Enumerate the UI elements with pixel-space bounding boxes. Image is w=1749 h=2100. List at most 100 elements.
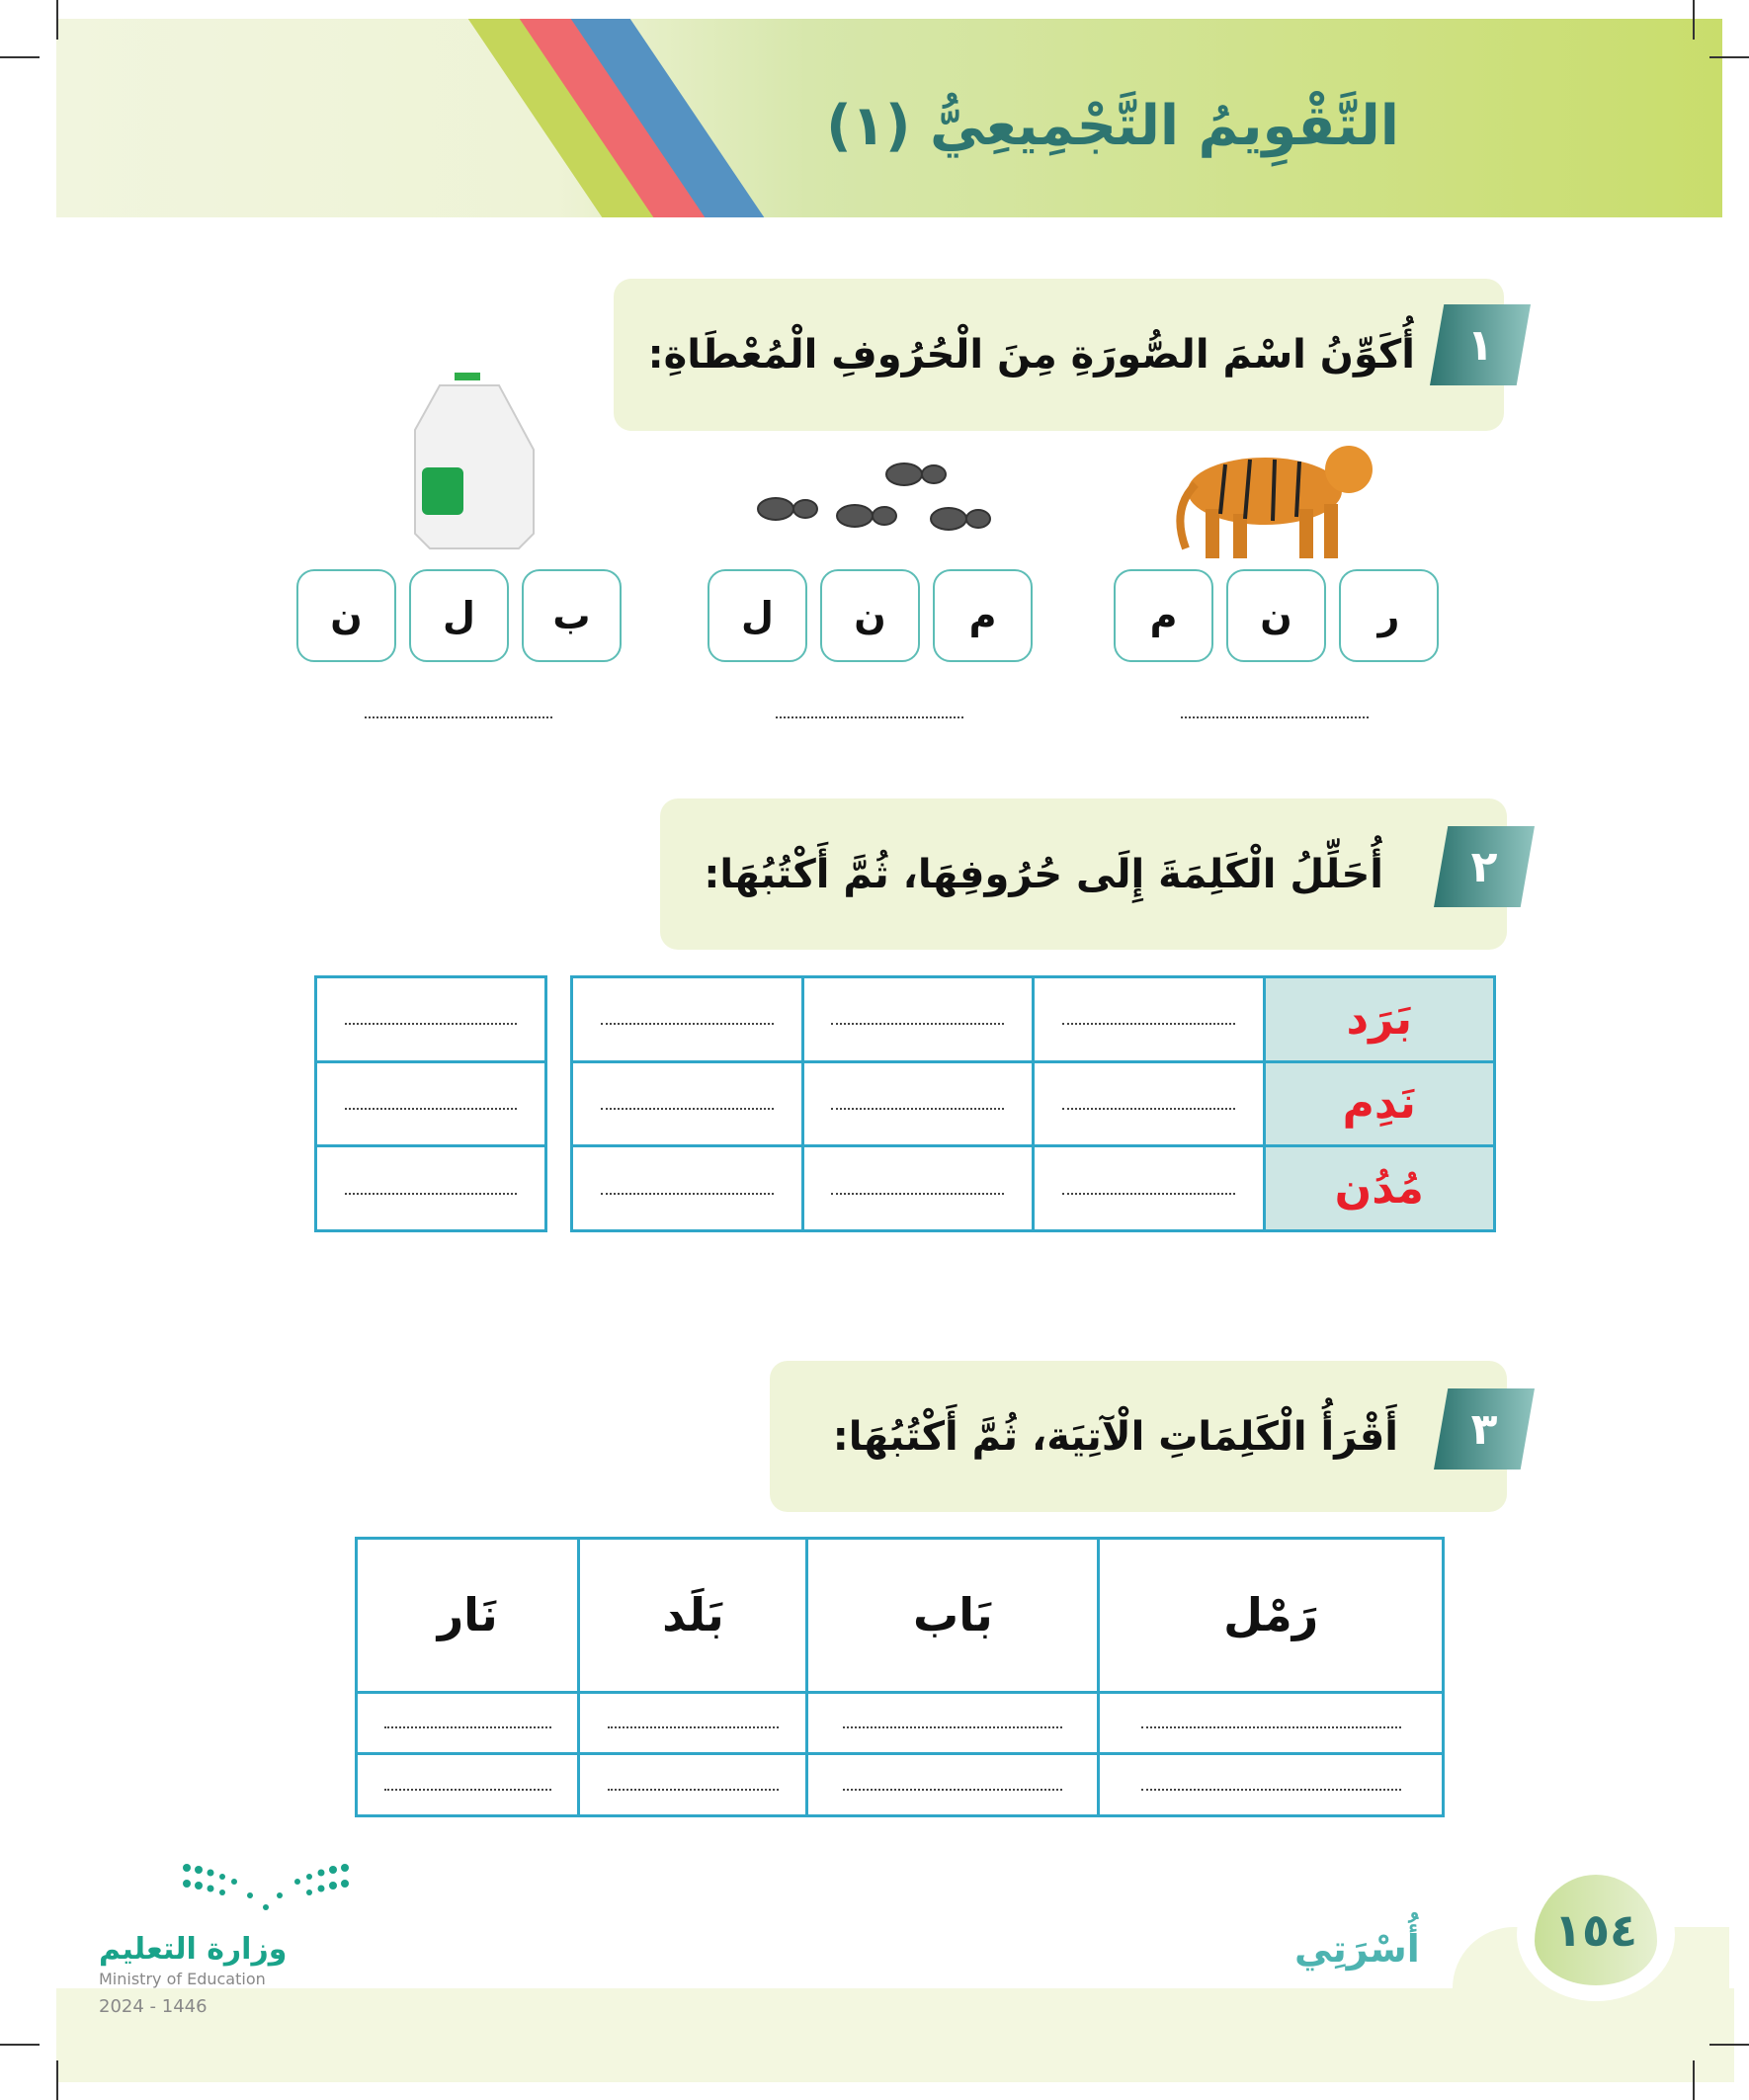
ministry-logo-icon [183, 1864, 349, 1910]
answer-line[interactable] [831, 1107, 1005, 1110]
table-row: بَرَد [570, 975, 1496, 1063]
letter-tile[interactable]: ل [708, 569, 807, 662]
answer-line[interactable] [1061, 1192, 1235, 1195]
question-1-prompt: أُكَوِّنُ اسْمَ الصُّورَةِ مِنَ الْحُرُو… [647, 332, 1415, 378]
question-3-prompt: أَقْرَأُ الْكَلِمَاتِ الْآتِيَة، ثُمَّ أ… [832, 1413, 1398, 1460]
crop-mark [56, 0, 58, 40]
crop-mark [1709, 2044, 1749, 2046]
answer-cell[interactable] [1032, 1144, 1266, 1232]
table-row: نَدِم [570, 1059, 1496, 1148]
question-3-badge: ٣ [1434, 1388, 1535, 1470]
answer-cell[interactable] [800, 975, 1035, 1063]
crop-mark [56, 2060, 58, 2100]
question-1-badge: ١ [1430, 304, 1531, 385]
answer-cell[interactable] [314, 975, 547, 1063]
crop-mark [0, 2044, 40, 2046]
answer-line[interactable] [600, 1023, 774, 1026]
answer-line[interactable] [344, 1107, 518, 1110]
letter-tile[interactable]: م [933, 569, 1033, 662]
answer-line[interactable] [1140, 1789, 1401, 1792]
question-3-box: أَقْرَأُ الْكَلِمَاتِ الْآتِيَة، ثُمَّ أ… [770, 1361, 1507, 1512]
answer-cell[interactable] [354, 1752, 581, 1817]
header-band [56, 19, 1722, 217]
answer-line[interactable] [607, 1726, 780, 1729]
answer-line[interactable] [831, 1192, 1005, 1195]
letter-tile[interactable]: ب [522, 569, 622, 662]
answer-cell[interactable] [314, 1144, 547, 1232]
edition-year: 2024 - 1446 [99, 1996, 208, 2017]
analysis-table: بَرَد نَدِم مُدُن [570, 975, 1496, 1232]
crop-mark [1693, 0, 1695, 40]
answer-line[interactable] [843, 1789, 1063, 1792]
answer-line[interactable] [1181, 716, 1369, 718]
letter-tile[interactable]: ر [1339, 569, 1439, 662]
table-row [354, 1752, 1445, 1817]
write-table [314, 975, 547, 1232]
milk-jug-image [414, 373, 535, 549]
answer-cell[interactable] [1097, 1690, 1445, 1756]
letter-tile[interactable]: م [1114, 569, 1213, 662]
table-row [354, 1690, 1445, 1756]
crop-mark [0, 56, 40, 58]
word-cell: رَمْل [1097, 1537, 1445, 1694]
answer-cell[interactable] [800, 1144, 1035, 1232]
question-2-badge: ٢ [1434, 826, 1535, 907]
table-row [314, 1059, 547, 1148]
word-cell: مُدُن [1262, 1144, 1496, 1232]
answer-line[interactable] [607, 1789, 780, 1792]
answer-cell[interactable] [805, 1752, 1101, 1817]
table-row [314, 1144, 547, 1232]
question-2-box: أُحَلِّلُ الْكَلِمَةَ إِلَى حُرُوفِهَا، … [660, 798, 1507, 950]
answer-cell[interactable] [805, 1690, 1101, 1756]
answer-cell[interactable] [1032, 975, 1266, 1063]
answer-cell[interactable] [570, 975, 804, 1063]
answer-line[interactable] [344, 1023, 518, 1026]
crop-mark [1709, 56, 1749, 58]
answer-cell[interactable] [570, 1059, 804, 1148]
answer-line[interactable] [1140, 1726, 1401, 1729]
header-row: رَمْل بَاب بَلَد نَار [354, 1537, 1445, 1694]
word-cell: بَلَد [577, 1537, 809, 1694]
word-cell: نَدِم [1262, 1059, 1496, 1148]
answer-cell[interactable] [570, 1144, 804, 1232]
answer-line[interactable] [843, 1726, 1063, 1729]
answer-line[interactable] [600, 1107, 774, 1110]
letter-tile[interactable]: ن [1226, 569, 1326, 662]
answer-line[interactable] [776, 716, 963, 718]
letter-tile[interactable]: ل [409, 569, 509, 662]
word-cell: نَار [354, 1537, 581, 1694]
answer-cell[interactable] [577, 1690, 809, 1756]
answer-line[interactable] [383, 1789, 551, 1792]
question-2-prompt: أُحَلِّلُ الْكَلِمَةَ إِلَى حُرُوفِهَا، … [704, 851, 1383, 897]
answer-cell[interactable] [1097, 1752, 1445, 1817]
tiger-image [1176, 446, 1373, 558]
answer-cell[interactable] [800, 1059, 1035, 1148]
answer-line[interactable] [344, 1192, 518, 1195]
answer-line[interactable] [831, 1023, 1005, 1026]
letter-tile[interactable]: ن [820, 569, 920, 662]
word-cell: بَرَد [1262, 975, 1496, 1063]
table-row [314, 975, 547, 1063]
answer-line[interactable] [1061, 1107, 1235, 1110]
answer-cell[interactable] [314, 1059, 547, 1148]
answer-line[interactable] [365, 716, 552, 718]
reading-table: رَمْل بَاب بَلَد نَار [354, 1537, 1445, 1817]
page-title: التَّقْوِيمُ التَّجْمِيعِيُّ (١) [826, 94, 1399, 158]
answer-line[interactable] [383, 1726, 551, 1729]
letter-tile[interactable]: ن [296, 569, 396, 662]
crop-mark [1693, 2060, 1695, 2100]
footer-band [56, 1988, 1734, 2082]
answer-cell[interactable] [354, 1690, 581, 1756]
answer-line[interactable] [1061, 1023, 1235, 1026]
answer-cell[interactable] [577, 1752, 809, 1817]
ants-image [757, 462, 991, 531]
unit-name: أُسْرَتِي [1294, 1927, 1420, 1971]
word-cell: بَاب [805, 1537, 1101, 1694]
table-row: مُدُن [570, 1144, 1496, 1232]
answer-cell[interactable] [1032, 1059, 1266, 1148]
ministry-name-ar: وزارة التعليم [99, 1932, 288, 1967]
ministry-name-en: Ministry of Education [99, 1970, 266, 1988]
page-number: ١٥٤ [1535, 1875, 1657, 1985]
question-1-box: أُكَوِّنُ اسْمَ الصُّورَةِ مِنَ الْحُرُو… [614, 279, 1504, 431]
answer-line[interactable] [600, 1192, 774, 1195]
